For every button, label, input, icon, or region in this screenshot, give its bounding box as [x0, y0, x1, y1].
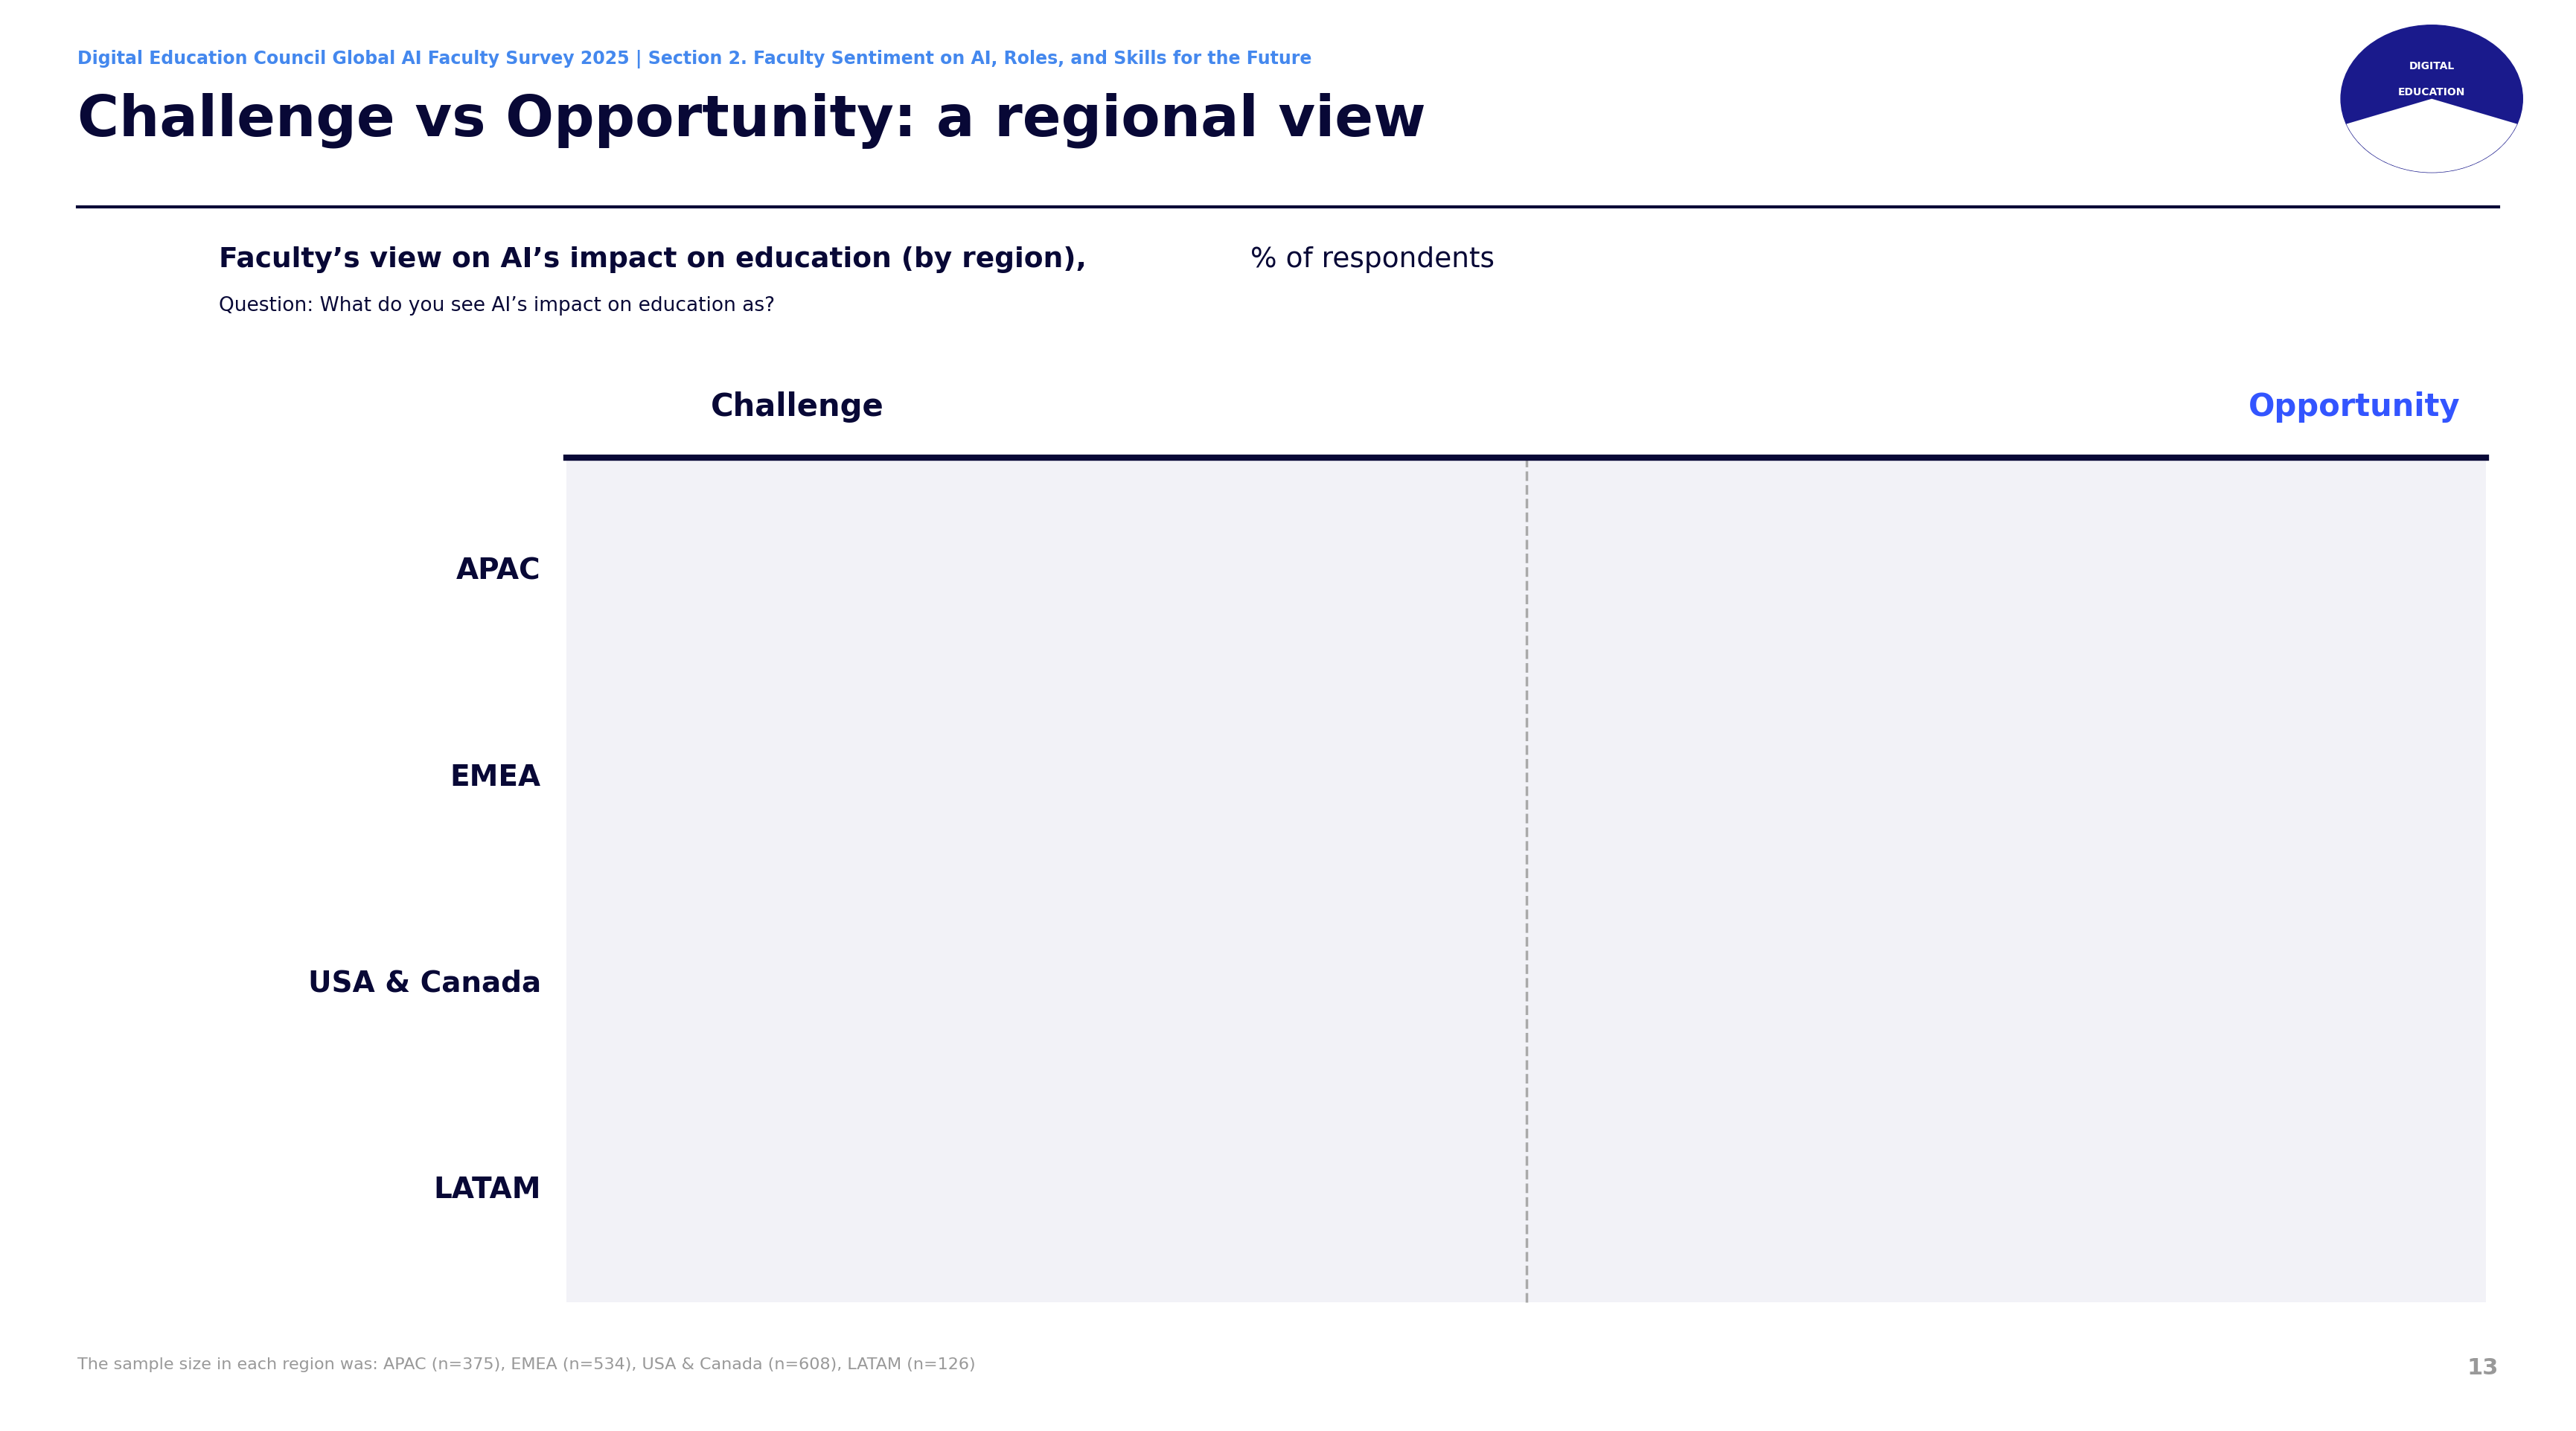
- Bar: [1525, 1151, 2576, 1228]
- Wedge shape: [2347, 100, 2517, 173]
- Text: USA & Canada: USA & Canada: [309, 969, 541, 997]
- Text: Faculty’s view on AI’s impact on education (by region),: Faculty’s view on AI’s impact on educati…: [219, 246, 1087, 273]
- Text: 43%: 43%: [739, 970, 799, 996]
- Bar: [1525, 738, 2576, 816]
- Text: Digital Education Council Global AI Faculty Survey 2025 | Section 2. Faculty Sen: Digital Education Council Global AI Facu…: [77, 50, 1311, 69]
- Text: 30%: 30%: [989, 560, 1048, 584]
- Text: Opportunity: Opportunity: [2249, 391, 2460, 422]
- Bar: [1105, 1151, 1525, 1228]
- Text: 35%: 35%: [894, 764, 953, 790]
- Text: LATAM: LATAM: [433, 1175, 541, 1203]
- Bar: [855, 738, 1525, 816]
- Text: Question: What do you see AI’s impact on education as?: Question: What do you see AI’s impact on…: [219, 296, 775, 316]
- Bar: [1525, 944, 2576, 1022]
- Text: Challenge vs Opportunity: a regional view: Challenge vs Opportunity: a regional vie…: [77, 93, 1425, 149]
- Text: Challenge: Challenge: [711, 391, 884, 422]
- Bar: [951, 532, 1525, 610]
- Text: The sample size in each region was: APAC (n=375), EMEA (n=534), USA & Canada (n=: The sample size in each region was: APAC…: [77, 1357, 976, 1371]
- Bar: [1525, 532, 2576, 610]
- Circle shape: [2342, 26, 2522, 173]
- Text: COUNCIL: COUNCIL: [2406, 112, 2458, 123]
- Text: APAC: APAC: [456, 557, 541, 585]
- Text: 57%: 57%: [2532, 970, 2576, 996]
- Text: % of respondents: % of respondents: [1242, 246, 1494, 273]
- Text: DIGITAL: DIGITAL: [2409, 62, 2455, 72]
- Text: 22%: 22%: [1144, 1176, 1203, 1201]
- Text: EDUCATION: EDUCATION: [2398, 87, 2465, 97]
- Text: 13: 13: [2468, 1357, 2499, 1378]
- Text: EMEA: EMEA: [451, 763, 541, 791]
- Bar: [701, 944, 1525, 1022]
